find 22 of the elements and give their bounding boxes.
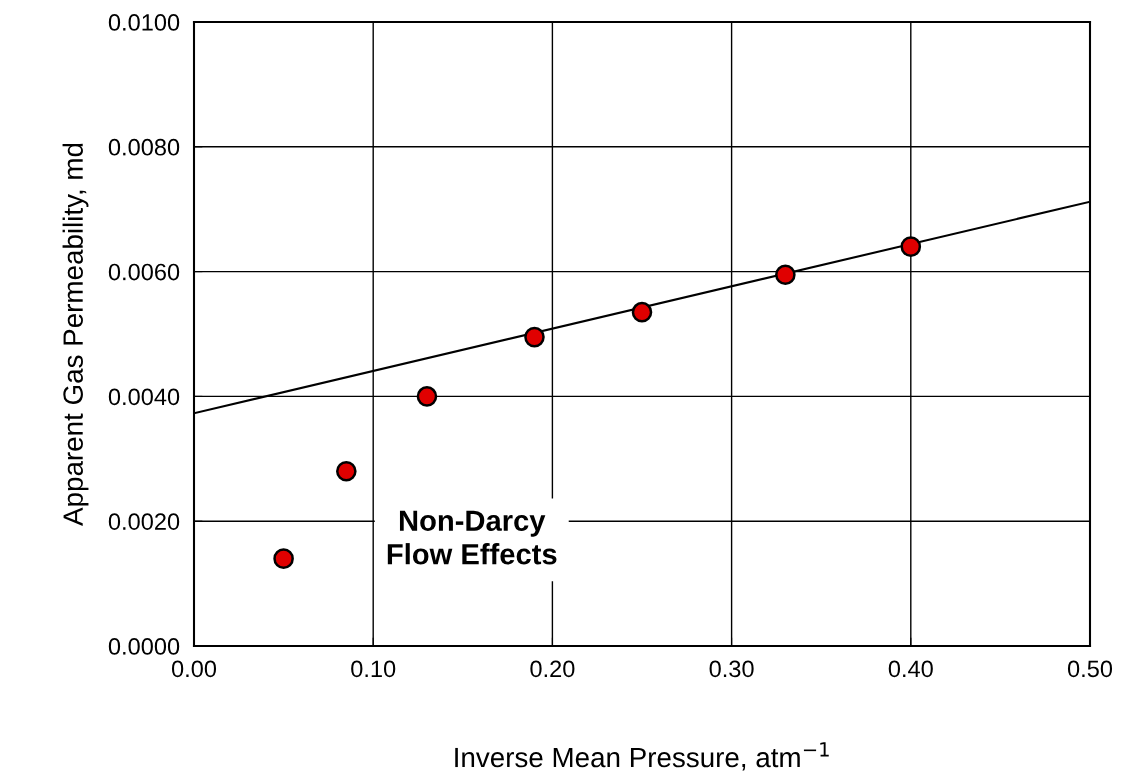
point [900,236,922,257]
x-tick-label: 0.30 [709,660,754,678]
point [631,301,653,323]
y-tick-label: 0.0100 [108,14,180,31]
point [336,460,357,482]
y-tick-label: 0.0000 [108,638,180,655]
point [775,264,796,286]
point [524,326,545,348]
x-tick-label: 0.40 [888,660,933,678]
y-tick-label: 0.0060 [108,263,180,281]
annotation: Non-Darcy Flow Effects [387,510,557,565]
x-tick-label: 0.00 [171,660,217,678]
y-tick-label: 0.0080 [108,138,180,156]
point [273,548,294,569]
point [416,386,438,407]
x-tick-label: 0.10 [351,660,396,678]
y-tick-label: 0.0020 [108,513,180,530]
x-tick-label: 0.50 [1067,660,1113,678]
y-tick-label: 0.0040 [108,388,180,406]
x-axis-title: Inverse Mean Pressure, atm$^{−1}$ [455,742,829,771]
x-tick-label: 0.20 [530,660,575,678]
y-axis-title: Apparent Gas Permeability, md [62,143,89,526]
